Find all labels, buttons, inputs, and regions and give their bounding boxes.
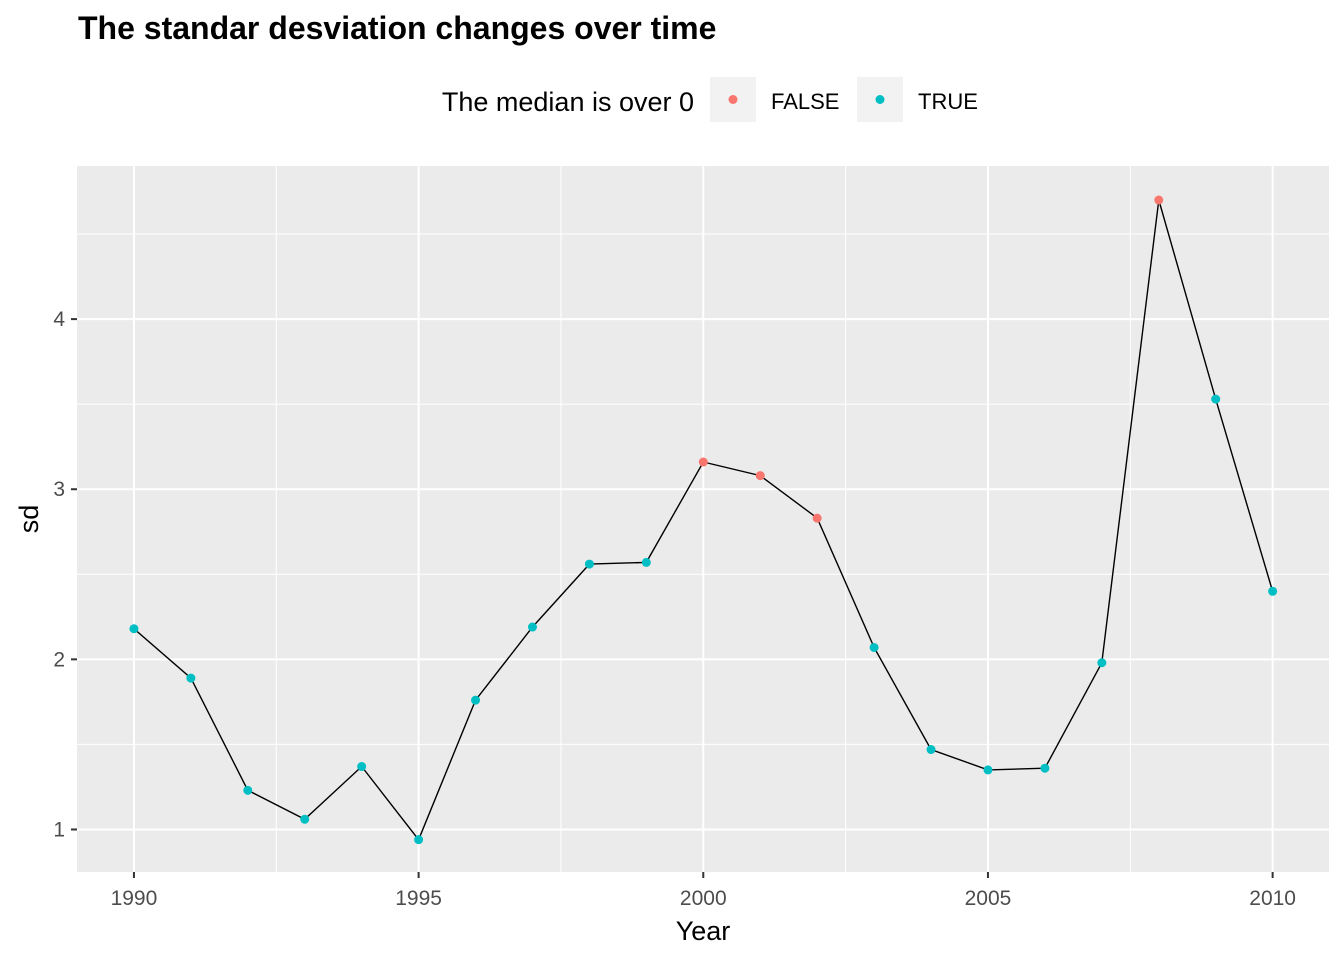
data-point [186,673,196,683]
y-tick-label: 2 [53,648,65,671]
x-tick-label: 2010 [1249,887,1296,910]
data-point [1211,394,1221,404]
data-point [983,765,993,775]
data-point [641,557,651,567]
x-axis-label: Year [676,916,731,946]
legend-entry-label: FALSE [771,89,839,114]
series-points [129,195,1278,845]
data-point [1097,658,1107,668]
data-point [926,745,936,755]
data-point [812,513,822,523]
grid-major [77,166,1329,872]
data-point [755,471,765,481]
x-tick-label: 1995 [395,887,442,910]
legend-title: The median is over 0 [442,87,694,117]
x-tick-label: 1990 [111,887,158,910]
x-tick-label: 2000 [680,887,727,910]
data-point [414,835,424,845]
data-point [584,559,594,569]
y-axis: 1 2 3 4 [53,308,77,841]
x-axis: 1990 1995 2000 2005 2010 [111,872,1296,910]
legend-entry-label: TRUE [918,89,978,114]
chart-title: The standar desviation changes over time [78,10,717,46]
y-tick-label: 1 [53,818,65,841]
y-axis-label: sd [14,505,44,534]
y-tick-label: 3 [53,478,65,501]
data-point [243,785,253,795]
legend: The median is over 0 FALSE TRUE [442,77,978,122]
data-point [1040,763,1050,773]
legend-marker [728,95,738,104]
data-point [129,624,139,634]
legend-marker [875,95,885,104]
data-point [1268,586,1278,596]
data-point [527,622,537,632]
data-point [357,762,367,772]
y-tick-label: 4 [53,308,65,331]
data-point [1154,195,1164,205]
data-point [869,642,879,652]
data-point [300,814,310,824]
data-point [698,457,708,467]
x-tick-label: 2005 [965,887,1012,910]
data-point [471,695,481,705]
